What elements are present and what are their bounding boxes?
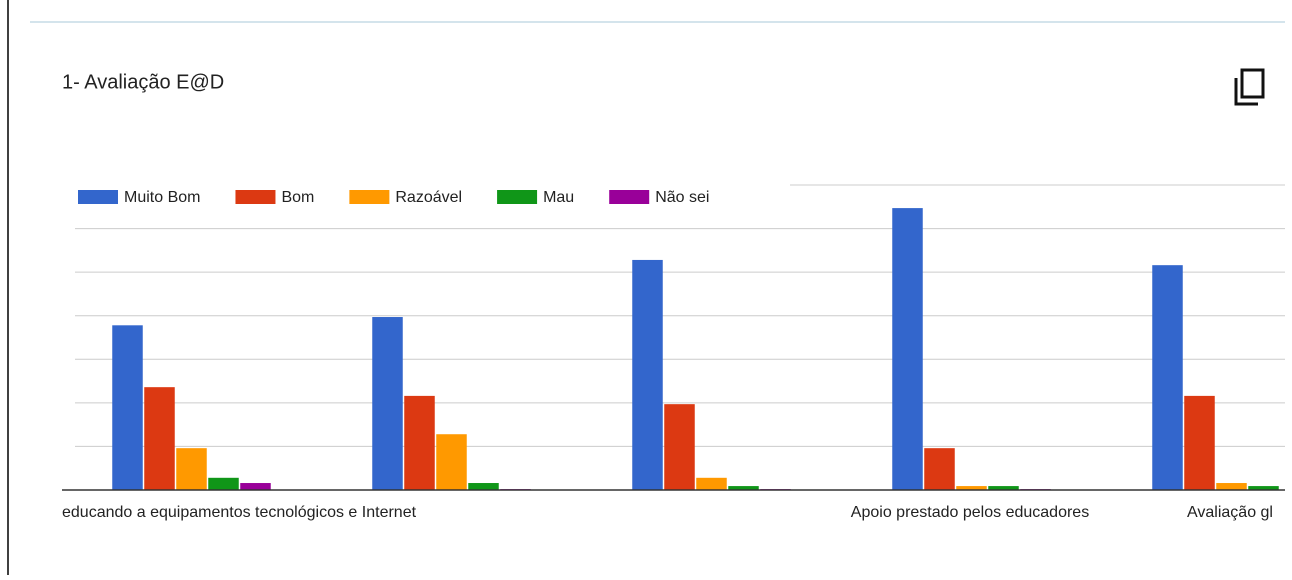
x-tick-label: Avaliação gl [1187, 504, 1273, 521]
bar [404, 395, 435, 490]
chart-title: 1- Avaliação E@D [62, 71, 224, 93]
bar [176, 448, 207, 490]
bar [696, 477, 727, 490]
bar [468, 483, 499, 490]
bar [1152, 265, 1183, 490]
legend-label: Razoável [395, 189, 462, 206]
legend-swatch [235, 190, 276, 204]
legend-swatch [609, 190, 650, 204]
legend-swatch [78, 190, 118, 204]
x-tick-label: Apoio prestado pelos educadores [851, 504, 1089, 521]
bar [372, 317, 403, 490]
copy-icon[interactable] [1234, 68, 1265, 106]
bar [1184, 395, 1215, 490]
legend-swatch [497, 190, 538, 204]
bar [1248, 486, 1279, 490]
legend-label: Muito Bom [124, 189, 200, 206]
bar [436, 434, 467, 490]
plot: educando a equipamentos tecnológicos e I… [62, 184, 1285, 521]
bar [892, 208, 923, 491]
legend-label: Não sei [655, 189, 709, 206]
bar [632, 259, 663, 490]
legend-label: Bom [281, 189, 314, 206]
legend: Muito Bom Bom Razoável Mau Não sei [78, 189, 709, 206]
bar [240, 483, 271, 490]
bar [1216, 483, 1247, 490]
bar [728, 486, 759, 490]
bar [924, 448, 955, 490]
bar [144, 387, 175, 490]
bar [988, 486, 1019, 490]
bar [664, 404, 695, 490]
bar [208, 477, 239, 490]
bar [112, 325, 143, 490]
legend-swatch [349, 190, 390, 204]
bar [956, 486, 987, 490]
legend-label: Mau [543, 189, 574, 206]
x-tick-label: educando a equipamentos tecnológicos e I… [62, 504, 417, 521]
